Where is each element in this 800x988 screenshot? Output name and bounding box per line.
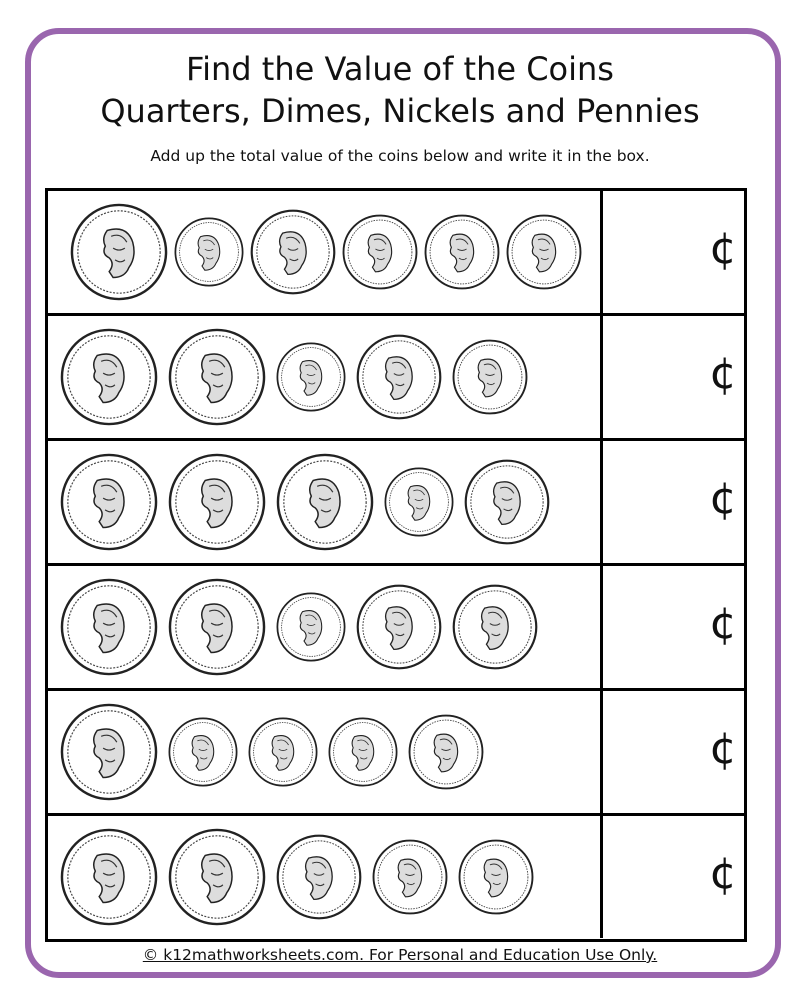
quarter-coin <box>276 453 374 551</box>
dime-coin <box>168 717 238 787</box>
quarter-coin <box>60 328 158 426</box>
quarter-coin <box>70 203 168 301</box>
coin-row: ¢ <box>48 316 744 441</box>
nickel-coin <box>452 584 538 670</box>
penny-coin <box>506 214 582 290</box>
dime-coin <box>248 717 318 787</box>
nickel-coin <box>356 584 442 670</box>
dime-coin <box>174 217 244 287</box>
footer-link[interactable]: © k12mathworksheets.com. For Personal an… <box>142 946 658 964</box>
coins-area <box>48 816 600 938</box>
coin-row: ¢ <box>48 441 744 566</box>
coin-row: ¢ <box>48 816 744 941</box>
coins-area <box>48 441 600 563</box>
answer-box[interactable]: ¢ <box>600 316 747 438</box>
penny-coin <box>452 339 528 415</box>
penny-coin <box>408 714 484 790</box>
coins-area <box>48 691 600 813</box>
quarter-coin <box>168 328 266 426</box>
instructions: Add up the total value of the coins belo… <box>150 147 650 165</box>
answer-box[interactable]: ¢ <box>600 441 747 563</box>
cent-symbol: ¢ <box>709 223 737 274</box>
penny-coin <box>372 839 448 915</box>
penny-coin <box>458 839 534 915</box>
cent-symbol: ¢ <box>709 723 737 774</box>
dime-coin <box>276 592 346 662</box>
quarter-coin <box>60 453 158 551</box>
coins-area <box>48 191 600 313</box>
quarter-coin <box>168 578 266 676</box>
cent-symbol: ¢ <box>709 473 737 524</box>
nickel-coin <box>356 334 442 420</box>
penny-coin <box>342 214 418 290</box>
cent-symbol: ¢ <box>709 598 737 649</box>
coin-table: ¢ ¢ ¢ ¢ ¢ ¢ <box>45 188 747 942</box>
dime-coin <box>384 467 454 537</box>
quarter-coin <box>168 453 266 551</box>
coins-area <box>48 316 600 438</box>
page-border <box>25 28 781 978</box>
quarter-coin <box>60 828 158 926</box>
coins-area <box>48 566 600 688</box>
nickel-coin <box>276 834 362 920</box>
cent-symbol: ¢ <box>709 348 737 399</box>
cent-symbol: ¢ <box>709 848 737 899</box>
coin-row: ¢ <box>48 691 744 816</box>
dime-coin <box>328 717 398 787</box>
answer-box[interactable]: ¢ <box>600 566 747 688</box>
nickel-coin <box>250 209 336 295</box>
title-line-1: Find the Value of the Coins <box>186 50 614 88</box>
coin-row: ¢ <box>48 191 744 316</box>
dime-coin <box>276 342 346 412</box>
coin-row: ¢ <box>48 566 744 691</box>
quarter-coin <box>168 828 266 926</box>
answer-box[interactable]: ¢ <box>600 691 747 813</box>
quarter-coin <box>60 703 158 801</box>
answer-box[interactable]: ¢ <box>600 816 747 938</box>
title-line-2: Quarters, Dimes, Nickels and Pennies <box>100 92 700 130</box>
nickel-coin <box>464 459 550 545</box>
penny-coin <box>424 214 500 290</box>
answer-box[interactable]: ¢ <box>600 191 747 313</box>
quarter-coin <box>60 578 158 676</box>
